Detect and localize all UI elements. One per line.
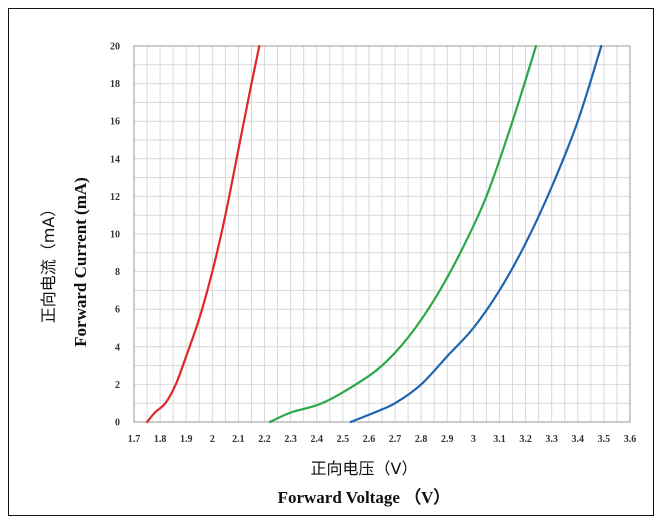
series-line-3 [349,44,603,424]
y-axis-label-cn: 正向电流（mA） [39,201,58,324]
x-axis-label-en: Forward Voltage （V） [278,487,451,507]
y-tick-label: 4 [115,342,120,353]
y-tick-label: 16 [110,117,120,128]
y-tick-label: 10 [110,230,120,241]
y-tick-label: 14 [110,154,120,165]
series-line-2 [268,44,538,424]
series-group [145,44,603,424]
x-tick-label: 2.6 [363,434,376,445]
y-tick-label: 20 [110,42,120,53]
tick-labels: 1.7 1.8 1.9 2 2.1 2.2 2.3 2.4 2.5 2.6 2.7 2.8 2.9 3 3.… [110,42,636,446]
x-tick-label: 3.6 [624,434,637,445]
series-line-1 [145,44,261,424]
x-axis-label-cn: 正向电压（V） [311,459,418,478]
x-tick-label: 2.4 [310,434,323,445]
x-tick-label: 2.1 [232,434,245,445]
x-tick-label: 2.3 [284,434,297,445]
y-tick-label: 2 [115,380,120,391]
x-tick-label: 2.8 [415,434,428,445]
y-tick-label: 8 [115,267,120,278]
grid [133,45,631,423]
plot-border [133,45,631,423]
y-axis-label-en: Forward Current (mA) [71,177,90,347]
y-tick-label: 6 [115,305,120,316]
x-tick-label: 2.7 [389,434,402,445]
x-tick-label: 3.5 [598,434,611,445]
y-tick-label: 18 [110,79,120,90]
x-tick-label: 1.7 [128,434,141,445]
x-tick-label: 2.2 [258,434,271,445]
x-tick-label: 1.9 [180,434,193,445]
x-tick-label: 3.2 [519,434,532,445]
x-tick-label: 3.4 [572,434,585,445]
y-tick-label: 0 [115,418,120,429]
x-tick-label: 3 [471,434,476,445]
x-tick-label: 3.3 [545,434,558,445]
x-tick-label: 2.5 [337,434,350,445]
x-tick-label: 3.1 [493,434,506,445]
x-tick-label: 1.8 [154,434,167,445]
x-tick-label: 2 [210,434,215,445]
y-tick-label: 12 [110,192,120,203]
x-tick-label: 2.9 [441,434,454,445]
